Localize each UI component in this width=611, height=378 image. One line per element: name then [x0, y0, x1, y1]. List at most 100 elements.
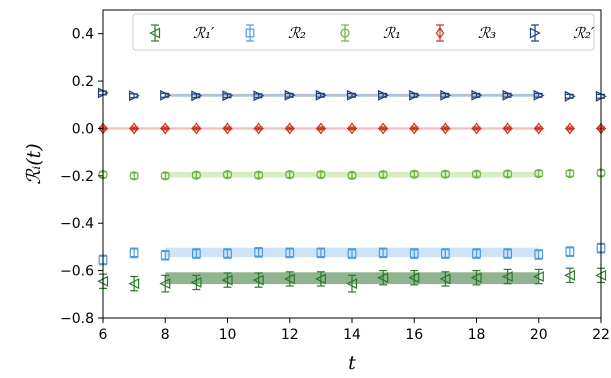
data-point	[471, 169, 482, 179]
x-tick-label: 12	[281, 327, 299, 343]
legend-marker	[435, 26, 445, 40]
data-point	[534, 122, 544, 135]
data-point	[503, 249, 513, 258]
legend-label: ℛ₁	[383, 24, 401, 42]
data-point	[223, 122, 232, 135]
data-point	[159, 278, 171, 290]
data-point	[439, 273, 451, 285]
legend-label: ℛ₁′	[193, 24, 215, 42]
data-point	[252, 274, 264, 286]
y-tick-label: −0.8	[60, 311, 94, 327]
data-point	[564, 269, 575, 281]
data-point	[503, 169, 513, 179]
axis-ticks: 6 8 10 12 14 16 18 20 22 −0.8 −0.6 −0.4 −0.2 0.0 0.2 0.…	[60, 27, 610, 343]
x-tick-label: 8	[161, 327, 170, 343]
data-point	[191, 90, 203, 102]
legend-item: ℛ₃	[435, 24, 496, 42]
data-point	[565, 168, 575, 179]
data-point	[221, 274, 233, 286]
plot-frame	[102, 9, 602, 319]
data-point	[409, 89, 421, 101]
data-point	[315, 273, 326, 285]
data-point	[440, 169, 450, 179]
x-tick-label: 20	[530, 327, 548, 343]
x-tick-label: 10	[219, 327, 237, 343]
data-point	[192, 122, 201, 135]
data-point	[378, 122, 388, 135]
data-point	[254, 170, 264, 180]
data-point	[534, 250, 544, 259]
data-point	[532, 271, 544, 283]
data-point	[501, 271, 513, 283]
data-point	[440, 249, 450, 258]
data-point	[285, 122, 295, 135]
data-point	[128, 278, 140, 290]
data-point	[190, 276, 202, 288]
y-tick-label: −0.6	[60, 264, 94, 280]
data-point	[316, 248, 326, 258]
data-point	[503, 122, 512, 135]
data-point	[470, 272, 482, 284]
data-point	[409, 122, 419, 135]
legend-item: ℛ₂′	[529, 24, 595, 42]
x-tick-label: 22	[592, 327, 610, 343]
data-point	[223, 249, 232, 258]
data-point	[346, 89, 358, 101]
series-0	[97, 267, 607, 293]
data-point	[284, 89, 296, 101]
legend-item: ℛ₁	[340, 24, 401, 42]
series-1	[98, 242, 606, 266]
data-point	[253, 90, 265, 102]
x-tick-label: 16	[405, 327, 423, 343]
legend-label: ℛ₃	[478, 24, 496, 42]
data-point	[346, 278, 358, 290]
x-tick-label: 6	[99, 327, 108, 343]
data-point	[565, 122, 575, 135]
y-tick-label: 0.4	[72, 27, 94, 43]
data-point	[378, 248, 388, 258]
data-point	[565, 247, 575, 257]
legend-marker	[529, 27, 541, 39]
data-point	[129, 248, 139, 258]
data-point	[378, 170, 388, 180]
data-point	[160, 171, 170, 181]
data-point	[347, 170, 357, 180]
data-point	[502, 89, 514, 101]
data-point	[316, 122, 326, 135]
legend-marker	[245, 28, 255, 38]
data-point	[472, 122, 481, 135]
data-point	[191, 249, 201, 258]
data-point	[316, 170, 326, 180]
data-point	[254, 122, 263, 135]
legend-label: ℛ₂	[288, 24, 306, 42]
legend: ℛ₁′ ℛ₂ ℛ₁ ℛ₃ ℛ₂′	[132, 13, 595, 51]
data-point	[347, 249, 357, 258]
data-point	[285, 170, 295, 180]
data-point	[254, 247, 264, 257]
y-tick-label: −0.2	[60, 169, 94, 185]
data-points	[97, 87, 607, 293]
y-tick-label: −0.4	[60, 216, 94, 232]
data-point	[472, 249, 481, 258]
y-tick-label: 0.0	[72, 121, 94, 137]
data-point	[129, 90, 140, 102]
data-point	[222, 90, 234, 102]
y-tick-label: 0.2	[72, 74, 94, 90]
data-point	[222, 170, 233, 180]
data-point	[160, 122, 170, 135]
data-point	[347, 122, 357, 135]
data-point	[564, 90, 576, 102]
x-tick-label: 14	[343, 327, 361, 343]
data-point	[160, 250, 170, 260]
data-point	[160, 89, 172, 101]
data-point	[378, 89, 389, 101]
legend-item: ℛ₁′	[149, 24, 215, 42]
data-point	[409, 169, 419, 179]
legend-marker	[340, 28, 350, 38]
legend-marker	[149, 27, 161, 39]
y-axis-label: ℛᵢ(t)	[23, 143, 45, 184]
data-point	[408, 272, 420, 284]
data-point	[440, 89, 452, 101]
data-point	[191, 170, 201, 180]
